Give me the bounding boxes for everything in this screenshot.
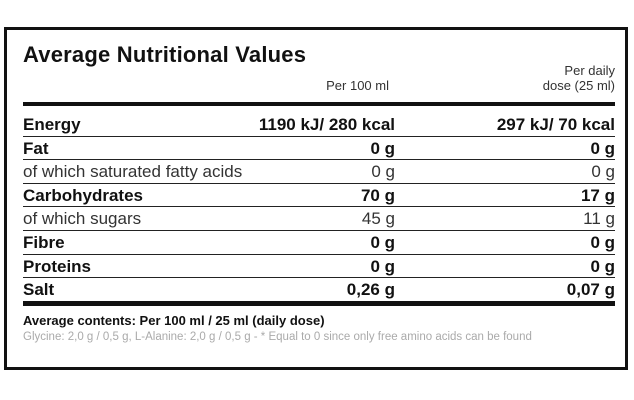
row-label: Proteins [23, 256, 92, 276]
row-value-per-dose: 297 kJ/ 70 kcal [496, 115, 615, 134]
row-value-per-dose: 0,07 g [566, 280, 615, 300]
table-row: Salt 0,26 g 0,07 g [23, 278, 615, 301]
row-label: Fat [23, 138, 49, 158]
footer-divider [23, 301, 615, 306]
table-row: of which saturated fatty acids 0 g 0 g [23, 160, 615, 184]
row-value-per-100: 0 g [370, 256, 395, 276]
nutrition-label: Average Nutritional Values Per 100 ml Pe… [4, 27, 628, 370]
average-contents-note: Average contents: Per 100 ml / 25 ml (da… [23, 313, 325, 328]
footnote: Glycine: 2,0 g / 0,5 g, L-Alanine: 2,0 g… [23, 331, 532, 343]
nutrient-table: Energy 1190 kJ/ 280 kcal 297 kJ/ 70 kcal F… [23, 113, 615, 301]
row-value-per-100: 0 g [370, 232, 395, 252]
table-row: of which sugars 45 g 11 g [23, 207, 615, 231]
row-value-per-dose: 0 g [590, 138, 615, 158]
row-value-per-100: 70 g [360, 185, 395, 205]
column-header-per-dose: Per daily dose (25 ml) [495, 63, 615, 93]
row-value-per-dose: 0 g [591, 162, 615, 182]
row-label: Carbohydrates [23, 185, 143, 205]
column-header-per-dose-line1: Per daily [564, 63, 615, 78]
row-label: Energy [23, 115, 81, 134]
row-value-per-100: 0 g [371, 162, 395, 182]
table-row: Energy 1190 kJ/ 280 kcal 297 kJ/ 70 kcal [23, 113, 615, 137]
row-label: Fibre [23, 232, 65, 252]
row-label: of which saturated fatty acids [23, 162, 243, 182]
column-header-per-dose-line2: dose (25 ml) [542, 78, 615, 93]
table-row: Carbohydrates 70 g 17 g [23, 184, 615, 208]
row-value-per-100: 1190 kJ/ 280 kcal [258, 115, 395, 134]
row-label: of which sugars [23, 209, 142, 229]
row-label: Salt [23, 280, 55, 300]
row-value-per-dose: 11 g [583, 209, 615, 229]
row-value-per-dose: 0 g [590, 232, 615, 252]
row-value-per-100: 45 g [361, 209, 395, 229]
row-value-per-dose: 0 g [590, 256, 615, 276]
label-title: Average Nutritional Values [23, 42, 307, 67]
column-header-per-100: Per 100 ml [326, 78, 389, 93]
header-divider [23, 102, 615, 106]
row-value-per-100: 0,26 g [346, 280, 395, 300]
table-row: Proteins 0 g 0 g [23, 255, 615, 279]
table-row: Fat 0 g 0 g [23, 137, 615, 161]
table-row: Fibre 0 g 0 g [23, 231, 615, 255]
row-value-per-100: 0 g [370, 138, 395, 158]
row-value-per-dose: 17 g [580, 185, 615, 205]
